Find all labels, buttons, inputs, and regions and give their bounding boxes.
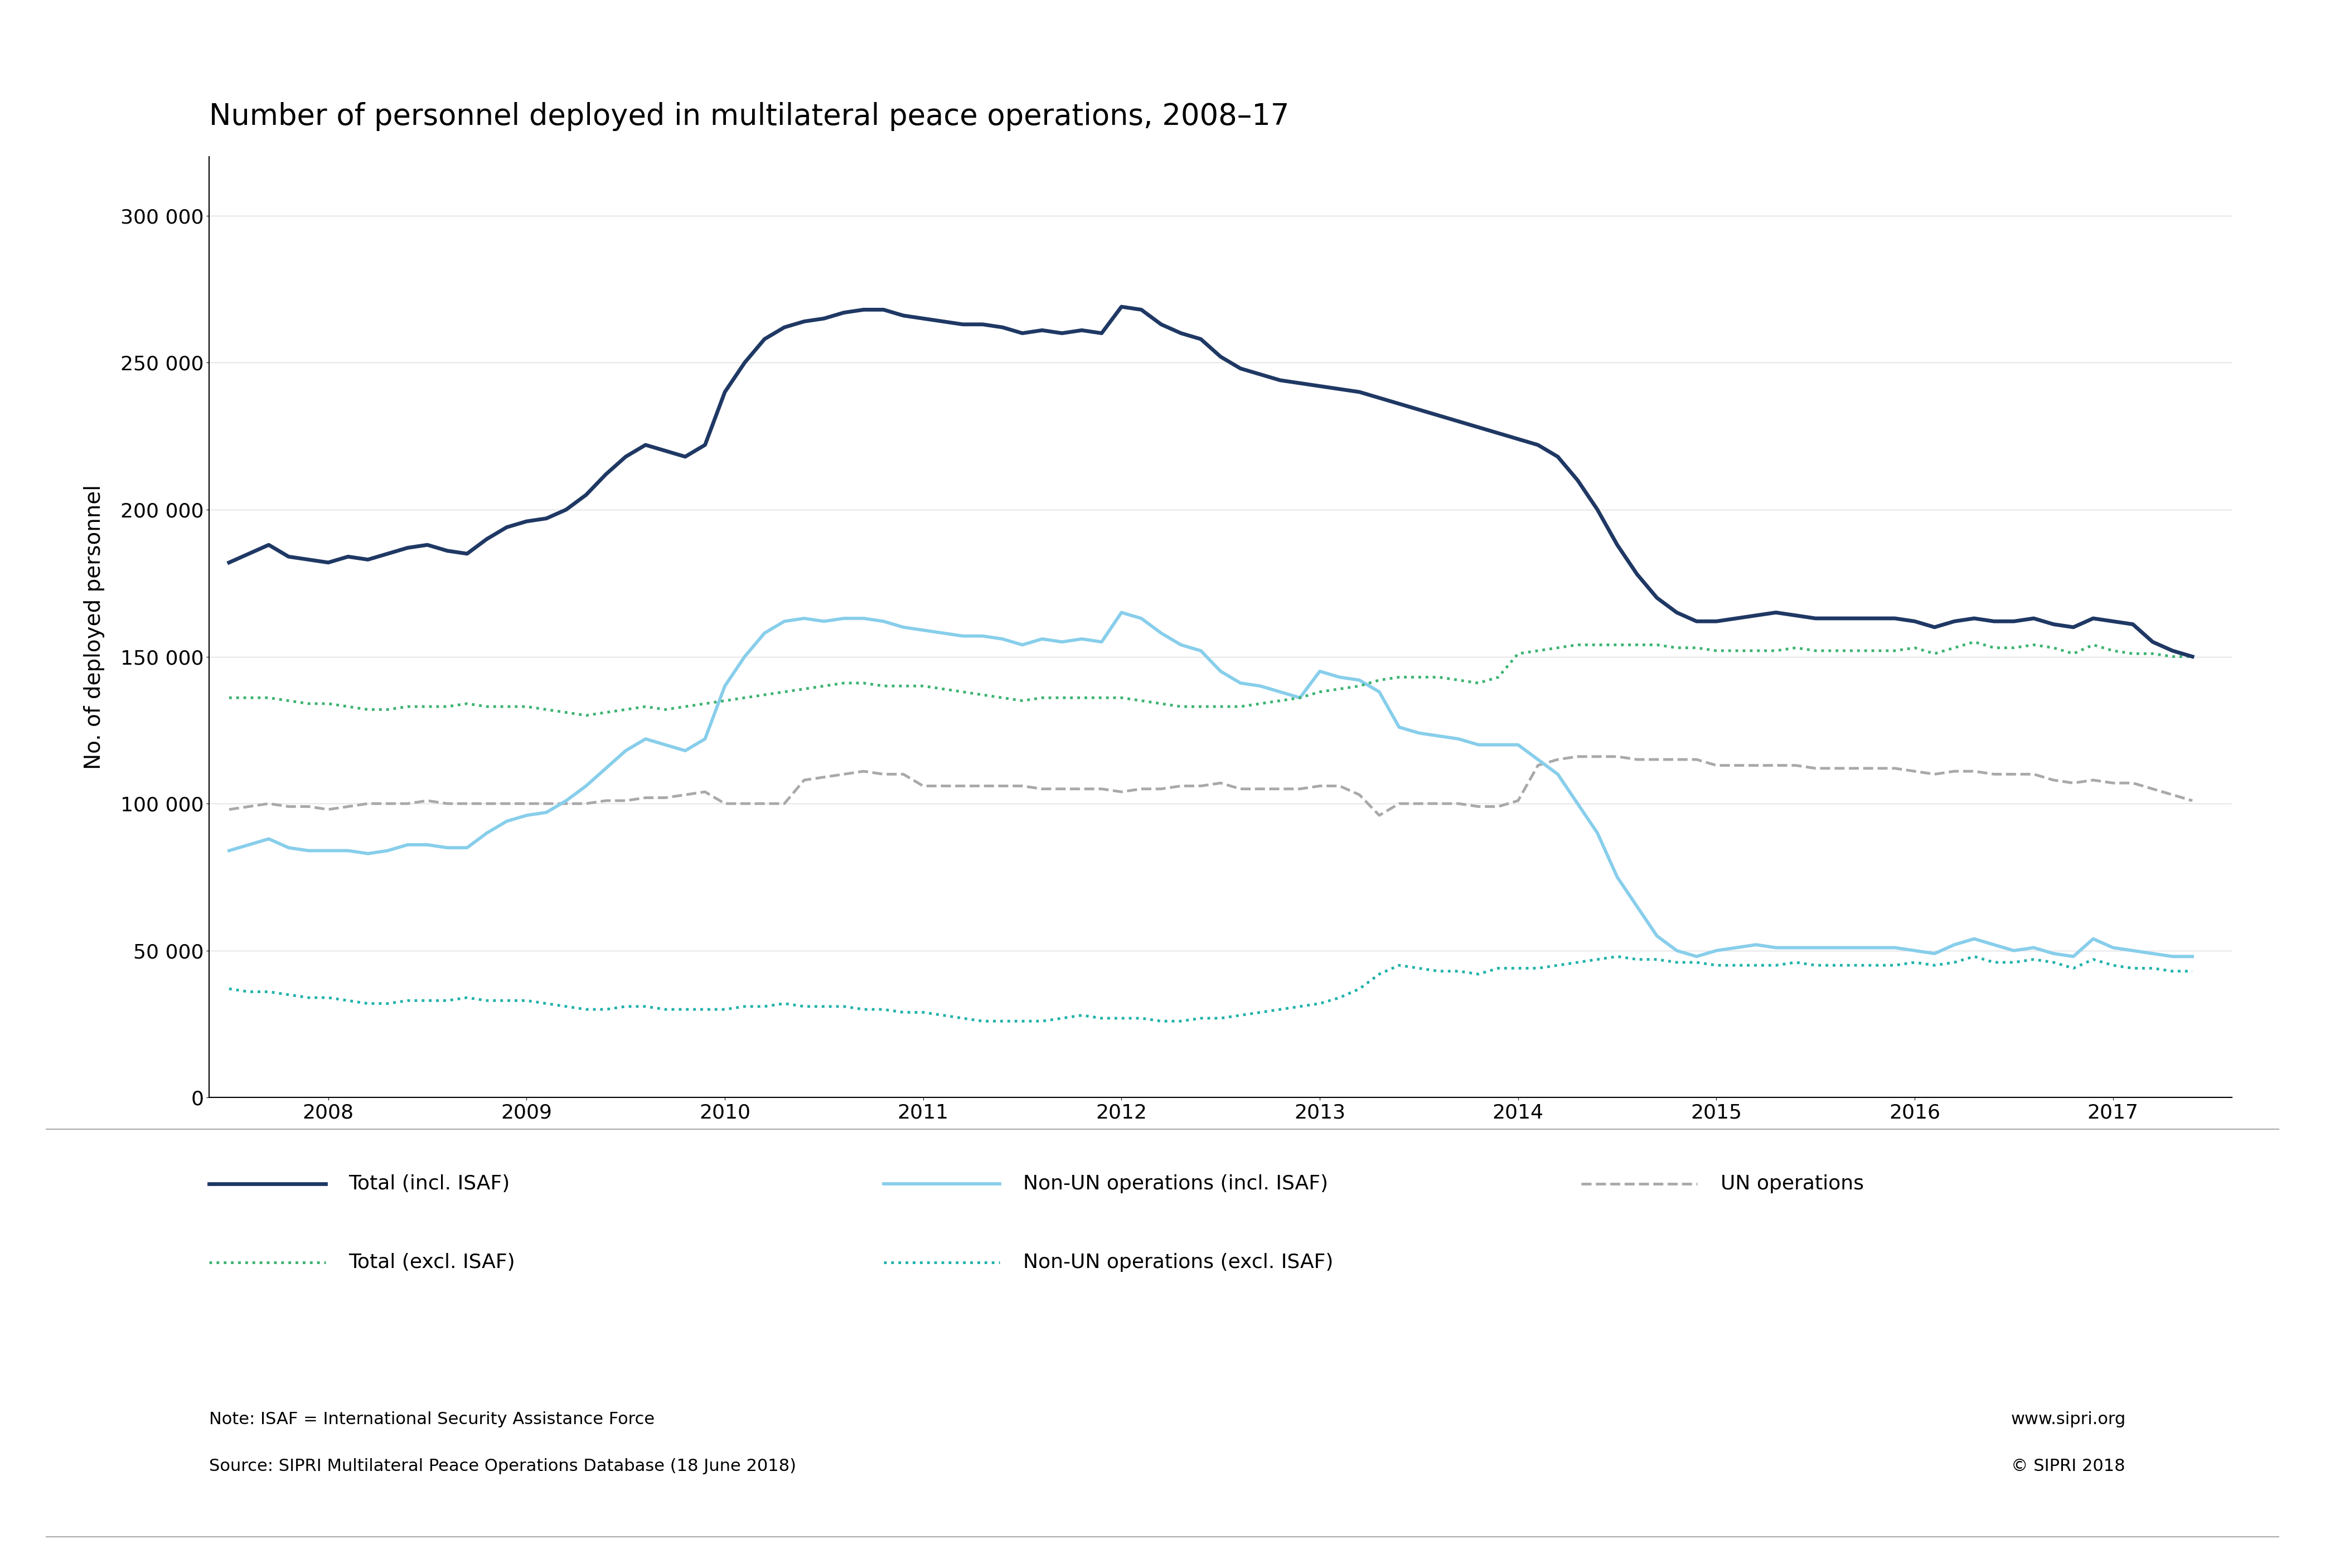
Text: +: + (2209, 1482, 2220, 1497)
Text: Note: ISAF = International Security Assistance Force: Note: ISAF = International Security Assi… (209, 1411, 656, 1427)
Text: sipri: sipri (2192, 1424, 2237, 1446)
Text: Non-UN operations (incl. ISAF): Non-UN operations (incl. ISAF) (1023, 1174, 1328, 1193)
Text: Source: SIPRI Multilateral Peace Operations Database (18 June 2018): Source: SIPRI Multilateral Peace Operati… (209, 1458, 797, 1474)
Text: Total (incl. ISAF): Total (incl. ISAF) (349, 1174, 509, 1193)
Text: Number of personnel deployed in multilateral peace operations, 2008–17: Number of personnel deployed in multilat… (209, 102, 1290, 130)
Text: Non-UN operations (excl. ISAF): Non-UN operations (excl. ISAF) (1023, 1253, 1332, 1272)
Text: UN operations: UN operations (1720, 1174, 1865, 1193)
Text: Total (excl. ISAF): Total (excl. ISAF) (349, 1253, 516, 1272)
Y-axis label: No. of deployed personnel: No. of deployed personnel (84, 485, 105, 770)
Text: © SIPRI 2018: © SIPRI 2018 (2011, 1458, 2125, 1474)
Text: www.sipri.org: www.sipri.org (2011, 1411, 2125, 1427)
